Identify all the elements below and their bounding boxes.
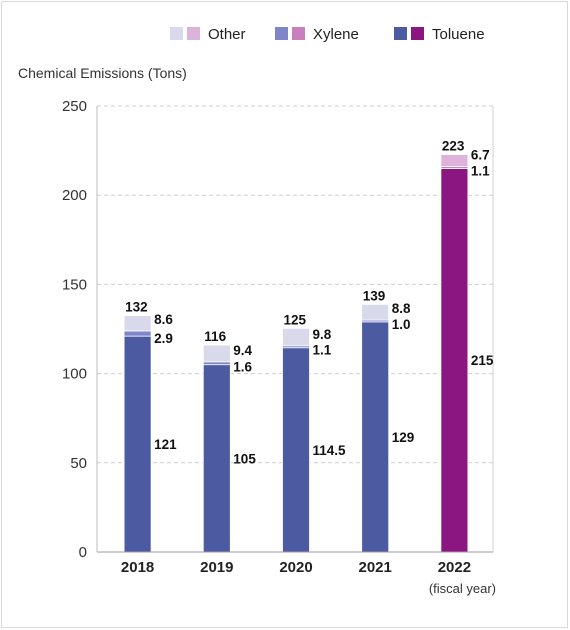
bar-other-2021 bbox=[361, 303, 390, 321]
legend-swatch-xylene-1 bbox=[275, 27, 288, 40]
legend-swatch-other-1 bbox=[170, 27, 183, 40]
other-label-2019: 9.4 bbox=[233, 343, 252, 358]
legend-swatch-toluene-2 bbox=[411, 27, 424, 40]
other-label-2018: 8.6 bbox=[154, 312, 173, 327]
legend-swatch-other-2 bbox=[187, 27, 200, 40]
data-labels: 1212.98.61321051.69.4116114.51.19.812512… bbox=[125, 139, 494, 467]
legend-swatch-toluene-1 bbox=[394, 27, 407, 40]
toluene-label-2019: 105 bbox=[233, 451, 256, 466]
xylene-label-2019: 1.6 bbox=[233, 360, 252, 375]
bars bbox=[123, 154, 469, 553]
toluene-label-2018: 121 bbox=[154, 437, 177, 452]
xylene-label-2020: 1.1 bbox=[313, 343, 332, 358]
y-tick-label-250: 250 bbox=[62, 98, 87, 115]
other-label-2021: 8.8 bbox=[392, 301, 411, 316]
other-label-2022: 6.7 bbox=[471, 147, 490, 162]
legend: Other Xylene Toluene bbox=[170, 26, 485, 43]
bar-other-2018 bbox=[123, 315, 152, 332]
bar-toluene-2018 bbox=[123, 335, 152, 553]
bar-xylene-2018 bbox=[123, 330, 152, 337]
y-axis-label: Chemical Emissions (Tons) bbox=[18, 65, 187, 81]
bar-toluene-2019 bbox=[202, 364, 231, 553]
toluene-label-2022: 215 bbox=[471, 353, 494, 368]
x-tick-label-2019: 2019 bbox=[200, 559, 233, 576]
total-label-2022: 223 bbox=[442, 139, 465, 154]
y-tick-label-150: 150 bbox=[62, 276, 87, 293]
x-tick-label-2020: 2020 bbox=[279, 559, 312, 576]
legend-label-other: Other bbox=[208, 26, 246, 43]
bar-other-2020 bbox=[282, 327, 310, 347]
axes: 0 50 100 150 200 250 2018 2019 2020 2021 2022 bbox=[62, 98, 494, 576]
legend-swatch-xylene-2 bbox=[292, 27, 305, 40]
bar-toluene-2021 bbox=[361, 321, 390, 553]
x-tick-label-2018: 2018 bbox=[121, 559, 154, 576]
other-label-2020: 9.8 bbox=[313, 327, 332, 342]
y-tick-label-100: 100 bbox=[62, 366, 87, 383]
legend-label-toluene: Toluene bbox=[432, 26, 485, 43]
xylene-label-2021: 1.0 bbox=[392, 317, 411, 332]
bar-other-2022 bbox=[440, 154, 469, 167]
xylene-label-2018: 2.9 bbox=[154, 331, 173, 346]
total-label-2018: 132 bbox=[125, 300, 148, 315]
y-tick-label-200: 200 bbox=[62, 187, 87, 204]
legend-label-xylene: Xylene bbox=[313, 26, 359, 43]
toluene-label-2021: 129 bbox=[392, 430, 415, 445]
total-label-2020: 125 bbox=[284, 312, 307, 327]
total-label-2021: 139 bbox=[363, 288, 386, 303]
x-axis-label: (fiscal year) bbox=[429, 581, 496, 596]
bar-toluene-2020 bbox=[282, 347, 310, 553]
xylene-label-2022: 1.1 bbox=[471, 163, 490, 178]
gridlines bbox=[97, 105, 493, 464]
bar-toluene-2022 bbox=[440, 168, 469, 553]
bar-other-2019 bbox=[202, 344, 231, 363]
x-tick-label-2021: 2021 bbox=[359, 559, 392, 576]
x-tick-label-2022: 2022 bbox=[438, 559, 471, 576]
y-tick-label-50: 50 bbox=[70, 455, 87, 472]
y-tick-label-0: 0 bbox=[79, 544, 87, 561]
bar-xylene-2019 bbox=[202, 361, 231, 366]
total-label-2019: 116 bbox=[204, 329, 226, 344]
toluene-label-2020: 114.5 bbox=[313, 443, 347, 458]
